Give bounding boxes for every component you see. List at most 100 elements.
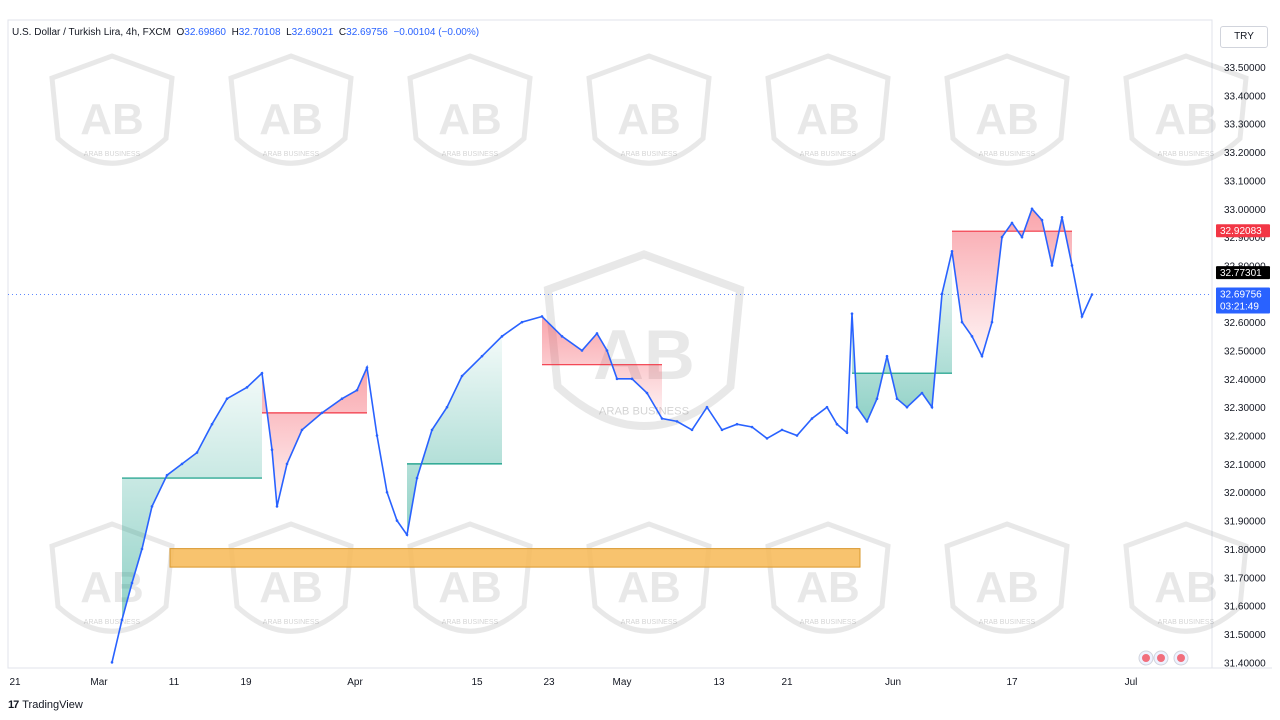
svg-text:AB: AB (259, 95, 323, 144)
x-tick-label: 17 (1006, 677, 1018, 688)
price-point (595, 332, 599, 335)
watermark-logo: AB (765, 521, 891, 634)
price-point (340, 397, 344, 400)
price-point (195, 451, 199, 454)
svg-text:AB: AB (259, 563, 323, 612)
svg-text:AB: AB (796, 95, 860, 144)
y-tick-label: 33.20000 (1224, 148, 1266, 159)
price-point (690, 428, 694, 432)
y-tick-label: 33.30000 (1224, 120, 1266, 131)
price-point (395, 519, 399, 522)
price-line (111, 207, 1093, 663)
price-point (780, 428, 784, 432)
price-point (630, 377, 634, 381)
price-point (850, 312, 854, 315)
watermark-logo: AB (1123, 521, 1249, 634)
price-point (835, 422, 839, 426)
price-point (300, 428, 304, 432)
watermark-logo: AB (944, 521, 1070, 634)
x-tick-label: May (613, 677, 632, 688)
price-point (990, 320, 994, 324)
watermark-label: ARAB BUSINESS (1158, 151, 1215, 158)
y-tick-label: 31.40000 (1224, 658, 1266, 669)
watermark-label: ARAB BUSINESS (263, 619, 320, 626)
open-label: O (176, 27, 185, 38)
price-point (615, 377, 619, 381)
y-tick-label: 33.50000 (1224, 63, 1266, 74)
watermark-label: ARAB BUSINESS (800, 151, 857, 158)
price-point (795, 434, 799, 437)
price-tag-label: 32.69756 (1220, 289, 1262, 300)
x-tick-label: 19 (240, 677, 252, 688)
y-tick-label: 31.60000 (1224, 602, 1266, 613)
price-point (950, 249, 954, 253)
price-point (605, 349, 609, 352)
price-point (705, 405, 709, 409)
price-point (500, 335, 504, 338)
price-point (375, 434, 379, 437)
watermark-logo: AB (407, 521, 533, 634)
x-tick-label: 11 (169, 677, 180, 688)
price-point (270, 448, 274, 452)
price-point (765, 437, 769, 440)
price-point (405, 533, 409, 537)
bear-cloud (262, 367, 367, 507)
price-point (920, 391, 924, 395)
y-tick-label: 32.50000 (1224, 346, 1266, 357)
svg-text:AB: AB (796, 563, 860, 612)
price-point (930, 405, 934, 409)
x-tick-label: 21 (9, 677, 21, 688)
svg-text:AB: AB (1154, 95, 1218, 144)
x-tick-label: Jun (885, 677, 901, 688)
y-tick-label: 31.80000 (1224, 545, 1266, 556)
price-point (960, 320, 964, 324)
price-point (1070, 264, 1074, 267)
watermark-label: ARAB BUSINESS (84, 619, 141, 626)
watermark-label: ARAB BUSINESS (84, 151, 141, 158)
support-zone (169, 548, 861, 568)
price-point (540, 315, 544, 318)
watermark-label: ARAB BUSINESS (1158, 619, 1215, 626)
price-point (865, 420, 869, 423)
price-point (660, 417, 664, 420)
x-tick-label: Apr (347, 677, 363, 688)
watermark-label: ARAB BUSINESS (621, 151, 678, 158)
price-point (940, 292, 944, 296)
price-point (130, 581, 134, 585)
tradingview-brand: TradingView (22, 699, 83, 711)
watermark-logo: AB (49, 53, 175, 166)
currency-button[interactable]: TRY (1220, 26, 1268, 48)
flag-icon (1142, 654, 1150, 662)
price-point (895, 397, 899, 400)
low-label: L (286, 27, 292, 38)
y-tick-label: 33.00000 (1224, 205, 1266, 216)
price-point (875, 397, 879, 400)
price-point (980, 354, 984, 358)
svg-text:AB: AB (975, 563, 1039, 612)
watermark-logo: AB (765, 53, 891, 166)
svg-text:AB: AB (80, 95, 144, 144)
price-point (150, 505, 154, 508)
price-point (1030, 207, 1034, 211)
price-point (110, 661, 114, 664)
price-point (735, 422, 739, 426)
y-tick-label: 33.40000 (1224, 91, 1266, 102)
watermark-logo: AB (228, 53, 354, 166)
watermark-label: ARAB BUSINESS (442, 151, 499, 158)
y-tick-label: 31.50000 (1224, 630, 1266, 641)
watermark-logo: AB (944, 53, 1070, 166)
svg-text:AB: AB (617, 95, 681, 144)
price-point (1020, 235, 1024, 239)
price-point (825, 405, 829, 409)
price-point (260, 371, 264, 375)
price-point (1050, 264, 1054, 267)
price-point (445, 405, 449, 409)
bear-cloud (952, 208, 1072, 357)
price-point (845, 431, 849, 435)
svg-text:AB: AB (438, 563, 502, 612)
tradingview-footer[interactable]: 17 TradingView (8, 699, 83, 711)
watermark-label: ARAB BUSINESS (599, 405, 689, 417)
watermark-label: ARAB BUSINESS (800, 619, 857, 626)
